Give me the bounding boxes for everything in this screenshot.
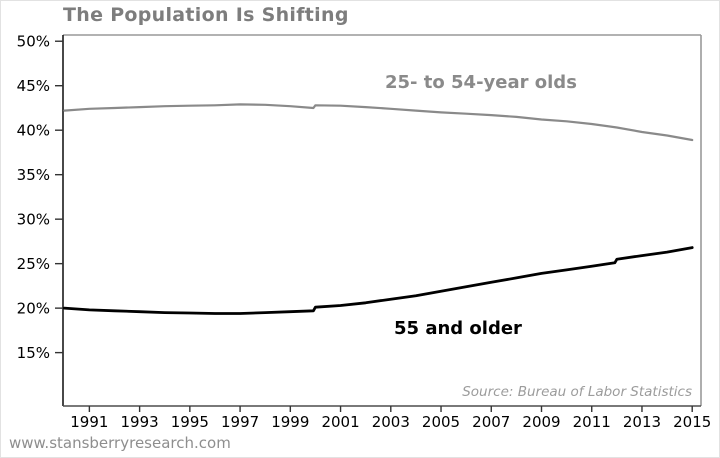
x-tick-label: 2015: [673, 413, 711, 431]
x-tick-label: 2011: [573, 413, 611, 431]
y-tick-label: 50%: [17, 33, 50, 51]
x-tick-label: 2009: [522, 413, 560, 431]
y-tick-label: 45%: [17, 77, 50, 95]
series-line-25-54: [63, 103, 694, 142]
y-tick-label: 30%: [17, 211, 50, 229]
y-tick-label: 15%: [17, 344, 50, 362]
y-tick-label: 25%: [17, 255, 50, 273]
y-tick-label: 40%: [17, 122, 50, 140]
x-tick-label: 2007: [472, 413, 510, 431]
series-label-55-older: 55 and older: [394, 318, 522, 339]
y-tick-label: 20%: [17, 300, 50, 318]
source-attribution: Source: Bureau of Labor Statistics: [462, 384, 692, 400]
x-tick-label: 2005: [422, 413, 460, 431]
y-tick-label: 35%: [17, 166, 50, 184]
x-tick-label: 2003: [372, 413, 410, 431]
series-label-25-54: 25- to 54-year olds: [385, 72, 577, 93]
chart-title: The Population Is Shifting: [63, 4, 349, 26]
x-tick-label: 1999: [271, 413, 309, 431]
series-line-55-older: [62, 246, 694, 315]
x-tick-label: 2001: [321, 413, 359, 431]
website-url: www.stansberryresearch.com: [9, 434, 231, 452]
x-tick-label: 1995: [171, 413, 209, 431]
x-tick-label: 1997: [221, 413, 259, 431]
x-tick-label: 1991: [70, 413, 108, 431]
x-tick-label: 2013: [623, 413, 661, 431]
x-tick-label: 1993: [121, 413, 159, 431]
